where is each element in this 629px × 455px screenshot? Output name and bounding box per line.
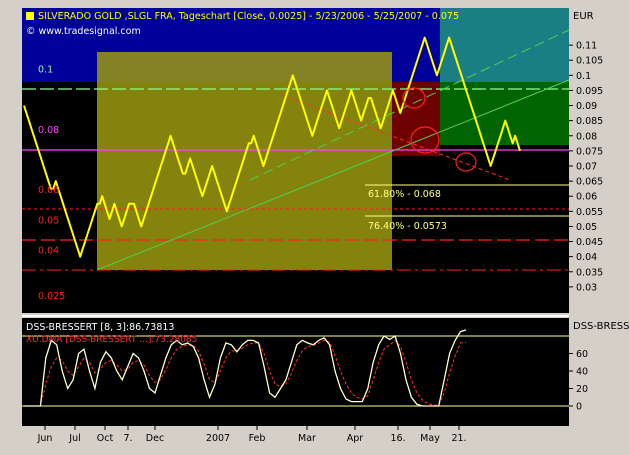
y-tick-label: 0.09	[576, 101, 597, 112]
y-tick-label: 0.07	[576, 162, 597, 173]
ind-tick-label: 20	[576, 384, 588, 395]
chart-title: SILVERADO GOLD ,SLGL FRA, Tageschart [Cl…	[38, 11, 459, 22]
y-tick-label: 0.035	[576, 267, 603, 278]
title-legend: SILVERADO GOLD ,SLGL FRA, Tageschart [Cl…	[26, 11, 459, 37]
level-labels: 0.1 0.08 0.06 0.05 0.04 0.025	[38, 64, 65, 302]
indicator-y-axis: 60 40 20 0	[569, 349, 588, 413]
level-label: 0.08	[38, 125, 59, 136]
x-tick-label: 2007	[206, 433, 230, 444]
trendline-lower	[96, 79, 570, 271]
y-tick-label: 0.075	[576, 146, 603, 157]
annotation-circle-1	[402, 87, 426, 109]
x-tick-label: 16.	[390, 433, 405, 444]
y-tick-label: 0.045	[576, 237, 603, 248]
ind-tick-label: 40	[576, 367, 588, 378]
copyright-text: © www.tradesignal.com	[26, 26, 141, 37]
x-tick-label: Feb	[249, 433, 266, 444]
indicator-subtitle: XU.DMA [DSS-BRESSERT ...]:73.28085	[26, 335, 197, 345]
y-tick-label: 0.065	[576, 177, 603, 188]
currency-label: EUR	[573, 11, 594, 22]
y-tick-label: 0.06	[576, 192, 597, 203]
y-tick-label: 0.04	[576, 252, 597, 263]
trendline-resistance	[281, 94, 511, 181]
green-zone	[440, 82, 569, 145]
y-tick-label: 0.05	[576, 222, 597, 233]
price-y-axis: 0.11 0.105 0.1 0.095 0.09 0.085 0.08 0.075 0.07 0…	[569, 41, 603, 293]
level-label: 0.1	[38, 64, 53, 75]
level-label: 0.05	[38, 215, 59, 226]
teal-zone	[440, 8, 569, 82]
sub-panel-label: DSS-BRESSI	[573, 321, 629, 332]
indicator-title: DSS-BRESSERT [8, 3]:86.73813	[26, 322, 174, 333]
time-x-axis: Jun Jul Oct 7. Dec 2007 Feb Mar Apr 16. May 21.	[37, 426, 467, 444]
indicator-main-line	[24, 329, 467, 407]
x-tick-label: May	[420, 433, 440, 444]
x-tick-label: Jul	[68, 433, 80, 444]
annotation-circle-2	[410, 126, 440, 154]
x-tick-label: 21.	[451, 433, 466, 444]
trendline-upper	[249, 29, 570, 181]
olive-zone	[97, 52, 392, 270]
y-tick-label: 0.1	[576, 71, 591, 82]
y-tick-label: 0.105	[576, 56, 603, 67]
x-tick-label: Apr	[347, 433, 364, 444]
level-label: 0.06	[38, 185, 59, 196]
indicator-signal-line	[24, 339, 467, 407]
price-series-line	[23, 36, 521, 258]
y-tick-label: 0.085	[576, 116, 603, 127]
y-tick-label: 0.03	[576, 282, 597, 293]
legend-swatch	[26, 12, 34, 20]
level-label: 0.04	[38, 246, 59, 257]
y-tick-label: 0.08	[576, 131, 597, 142]
fib-labels: 61.80% - 0.068 76.40% - 0.0573	[368, 189, 447, 232]
x-tick-label: 7.	[123, 433, 132, 444]
fib-label: 61.80% - 0.068	[368, 189, 441, 200]
x-tick-label: Mar	[298, 433, 316, 444]
ind-tick-label: 0	[576, 402, 582, 413]
fib-label: 76.40% - 0.0573	[368, 221, 447, 232]
x-tick-label: Jun	[37, 433, 53, 444]
annotation-circle-3	[455, 152, 477, 172]
ind-tick-label: 60	[576, 349, 588, 360]
y-tick-label: 0.055	[576, 207, 603, 218]
x-tick-label: Dec	[146, 433, 164, 444]
x-tick-label: Oct	[97, 433, 114, 444]
y-tick-label: 0.095	[576, 86, 603, 97]
level-label: 0.025	[38, 291, 65, 302]
y-tick-label: 0.11	[576, 41, 597, 52]
